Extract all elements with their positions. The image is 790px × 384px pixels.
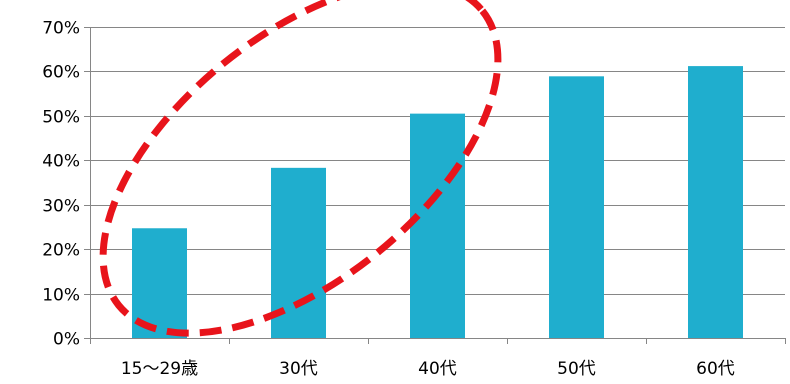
- y-tick-label: 70%: [42, 19, 80, 39]
- x-tick-label: 40代: [418, 359, 457, 379]
- x-tick-label: 30代: [279, 359, 318, 379]
- x-tick-labels: 15～29歳 30代 40代 50代 60代: [121, 359, 735, 379]
- y-tick-label: 0%: [53, 330, 80, 350]
- y-tick-label: 40%: [42, 152, 80, 172]
- y-tick-label: 50%: [42, 108, 80, 128]
- annotation: [99, 0, 502, 337]
- x-tick-label: 60代: [696, 359, 735, 379]
- highlight-ellipse: [99, 0, 502, 337]
- bar: [688, 66, 743, 339]
- y-tick-label: 60%: [42, 63, 80, 83]
- axes: [84, 27, 786, 344]
- y-tick-label: 30%: [42, 197, 80, 217]
- y-tick-label: 20%: [42, 241, 80, 261]
- bar: [410, 113, 465, 338]
- bars: [132, 66, 743, 339]
- x-tick-label: 15～29歳: [121, 359, 198, 379]
- y-tick-labels: 0% 10% 20% 30% 40% 50% 60% 70%: [42, 19, 80, 350]
- bar: [549, 76, 604, 339]
- y-tick-label: 10%: [42, 286, 80, 306]
- x-tick-label: 50代: [557, 359, 596, 379]
